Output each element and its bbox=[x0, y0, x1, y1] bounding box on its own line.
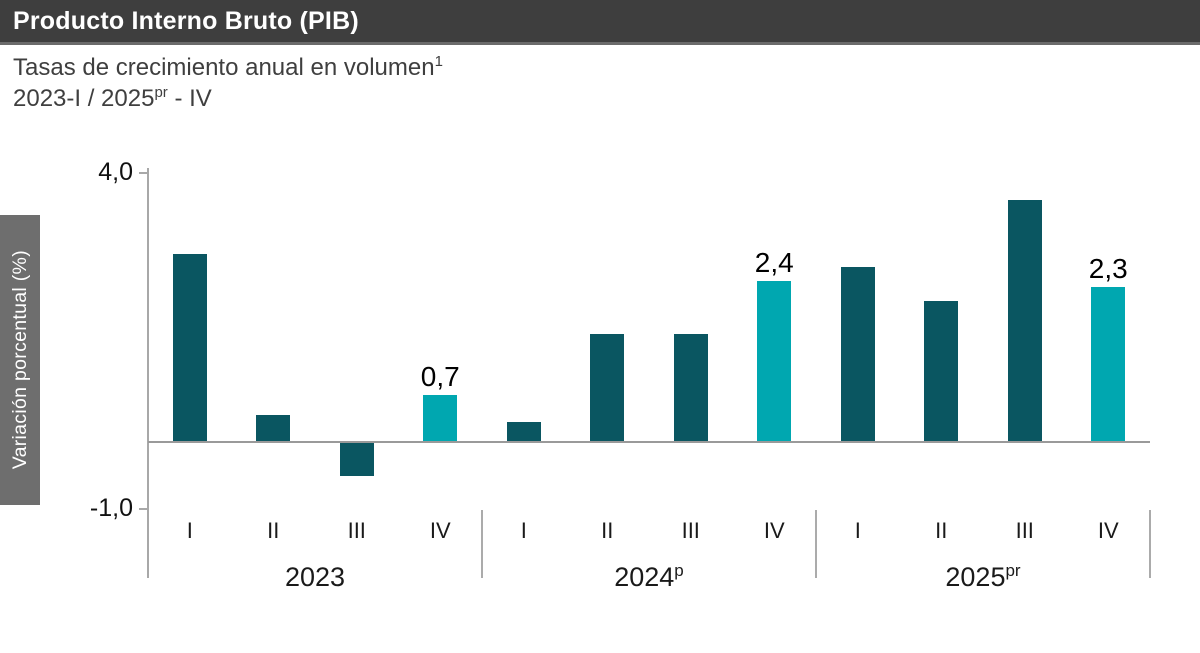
bar-2023-II bbox=[256, 415, 291, 442]
subtitle-line2-superscript: pr bbox=[154, 84, 168, 101]
subtitle-block: Tasas de crecimiento anual en volumen1 2… bbox=[13, 52, 443, 114]
bar-2025-I bbox=[840, 267, 875, 442]
x-tick-label: II bbox=[601, 518, 614, 543]
y-axis-line bbox=[147, 168, 149, 578]
year-label-2023: 2023 bbox=[284, 562, 346, 592]
y-tick-label: -1,0 bbox=[89, 494, 133, 523]
bar-2025-II bbox=[924, 300, 959, 442]
bar-2023-IV bbox=[423, 394, 458, 442]
y-axis-label-box: Variación porcentual (%) bbox=[0, 215, 40, 505]
plot-area: 4,0 -1,0 I II III 0,7 IV 2023 I II III 2,4 IV 2024p I I… bbox=[90, 158, 1151, 640]
page-title: Producto Interno Bruto (PIB) bbox=[13, 7, 359, 35]
x-tick-label: I bbox=[186, 518, 193, 543]
x-tick-label: II bbox=[267, 518, 280, 543]
bar-2025-III bbox=[1007, 200, 1042, 442]
bar-2023-III bbox=[339, 442, 374, 476]
subtitle-line2-text: 2023-I / 2025 bbox=[13, 85, 155, 112]
y-axis-label-text: Variación porcentual (%) bbox=[8, 250, 31, 470]
subtitle-line1-superscript: 1 bbox=[434, 53, 443, 70]
subtitle-line2: 2023-I / 2025pr - IV bbox=[13, 83, 443, 114]
x-tick-label: IV bbox=[429, 518, 451, 543]
year-separator bbox=[481, 510, 483, 578]
subtitle-line1-text: Tasas de crecimiento anual en volumen bbox=[13, 54, 435, 81]
y-tick-label: 4,0 bbox=[98, 158, 133, 187]
year-separator bbox=[815, 510, 817, 578]
bar-2024-III bbox=[673, 334, 708, 442]
bar-2023-I bbox=[172, 253, 207, 442]
bar-2024-II bbox=[590, 334, 625, 442]
title-bar: Producto Interno Bruto (PIB) bbox=[0, 0, 1200, 45]
y-tick-mark bbox=[139, 508, 148, 511]
x-tick-label: III bbox=[681, 518, 700, 543]
year-separator bbox=[1149, 510, 1151, 578]
year-label-2024: 2024p bbox=[614, 561, 684, 592]
bar-2024-IV bbox=[757, 280, 792, 442]
x-tick-label: I bbox=[520, 518, 527, 543]
x-tick-label: III bbox=[1015, 518, 1034, 543]
x-tick-label: III bbox=[347, 518, 366, 543]
x-tick-label: IV bbox=[763, 518, 785, 543]
bar-value-label: 0,7 bbox=[420, 360, 460, 392]
x-tick-label: IV bbox=[1097, 518, 1119, 543]
bar-value-label: 2,3 bbox=[1088, 253, 1128, 285]
x-tick-label: II bbox=[935, 518, 948, 543]
subtitle-line2-suffix: - IV bbox=[167, 85, 212, 112]
subtitle-line1: Tasas de crecimiento anual en volumen1 bbox=[13, 52, 443, 83]
y-tick-mark bbox=[139, 172, 148, 175]
bar-value-label: 2,4 bbox=[754, 246, 794, 278]
x-tick-label: I bbox=[854, 518, 861, 543]
bar-2025-IV bbox=[1091, 287, 1126, 442]
year-label-2025: 2025pr bbox=[945, 561, 1021, 592]
bar-2024-I bbox=[506, 421, 541, 442]
zero-baseline bbox=[148, 441, 1150, 443]
